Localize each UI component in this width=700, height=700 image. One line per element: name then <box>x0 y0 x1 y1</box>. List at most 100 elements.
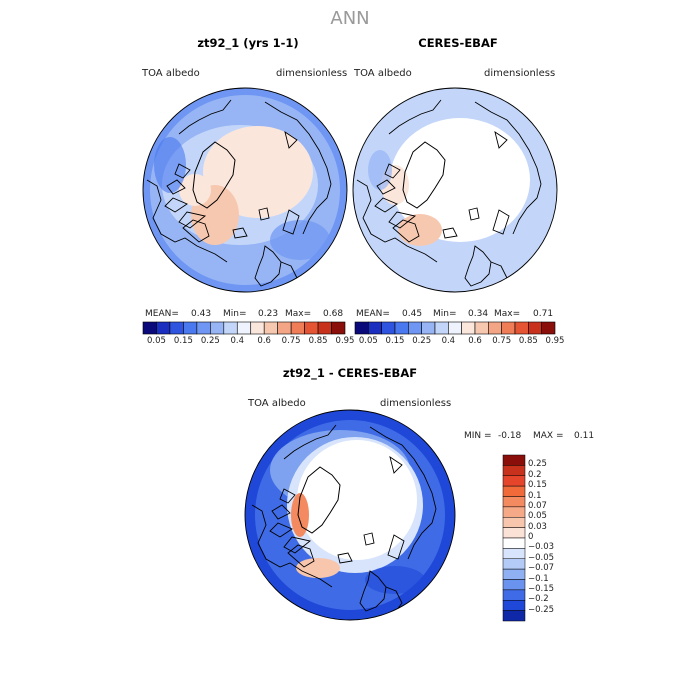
abs-colorbar-2-swatch <box>528 321 542 335</box>
map-1-boundary <box>142 87 348 293</box>
abs-colorbar-1-swatch <box>236 321 252 335</box>
abs-colorbar-1-swatch <box>304 321 319 335</box>
diff-colorbar-tick-label: −0.25 <box>528 604 555 615</box>
diff-colorbar-tick-label: 0.2 <box>528 469 542 480</box>
panel-1-mean: 0.43 <box>191 309 212 319</box>
diff-panel-variable: TOA albedo <box>248 398 306 409</box>
panel-1-min: 0.23 <box>258 309 279 319</box>
panel-1-max: 0.68 <box>323 309 344 319</box>
diff-colorbar-swatch <box>502 568 526 580</box>
abs-colorbar-1 <box>142 321 346 335</box>
diff-colorbar-swatch <box>502 475 526 487</box>
abs-colorbar-1-swatch <box>331 321 346 335</box>
abs-colorbar-2-swatch <box>408 321 422 335</box>
diff-colorbar <box>502 454 526 622</box>
diff-colorbar-swatch <box>502 537 526 549</box>
abs-colorbar-2-swatch <box>474 321 489 335</box>
diff-colorbar-tick-label: −0.1 <box>528 573 549 584</box>
abs-colorbar-1-tick-label: 0.05 <box>146 336 166 346</box>
abs-colorbar-1-swatch <box>142 321 157 335</box>
panel-2-min-label: Min= <box>433 309 457 319</box>
abs-colorbar-1-tick-label: 0.25 <box>200 336 220 346</box>
panel-1-min-label: Min= <box>223 309 247 319</box>
abs-colorbar-1-swatch <box>223 321 238 335</box>
panel-2-max-label: Max= <box>494 309 521 319</box>
diff-max-label: MAX = <box>533 431 564 441</box>
panel-2-title: CERES-EBAF <box>418 36 498 50</box>
abs-colorbar-2-tick-label: 0.15 <box>385 336 405 346</box>
diff-panel-title: zt92_1 - CERES-EBAF <box>282 366 418 380</box>
panel-2-max: 0.71 <box>533 309 554 319</box>
abs-colorbar-2-swatch <box>514 321 529 335</box>
abs-colorbar-1-tick-label: 0.85 <box>308 336 328 346</box>
diff-colorbar-swatch <box>502 558 526 570</box>
panel-2-min: 0.34 <box>468 309 489 319</box>
abs-colorbar-2 <box>354 321 556 335</box>
map-panel-2 <box>352 87 558 293</box>
abs-colorbar-2-swatch <box>501 321 516 335</box>
abs-colorbar-1-swatch <box>277 321 292 335</box>
diff-colorbar-swatch <box>502 600 526 611</box>
abs-colorbar-2-tick-label: 0.6 <box>468 336 482 346</box>
diff-colorbar-swatch <box>502 527 526 539</box>
abs-colorbar-2-tick-label: 0.75 <box>492 336 512 346</box>
diff-colorbar-swatch <box>502 548 526 559</box>
abs-colorbar-2-swatch <box>394 321 409 335</box>
diff-colorbar-swatch <box>502 589 526 601</box>
diff-colorbar-swatch <box>502 496 526 508</box>
panel-1-max-label: Max= <box>285 309 312 319</box>
map-panel-1 <box>142 87 348 293</box>
panel-2-variable: TOA albedo <box>354 68 412 79</box>
diff-colorbar-tick-label: −0.03 <box>528 542 555 553</box>
abs-colorbar-2-swatch <box>381 321 396 335</box>
abs-colorbar-1-swatch <box>210 321 225 335</box>
abs-colorbar-2-swatch <box>368 321 382 335</box>
diff-colorbar-tick-label: −0.07 <box>528 563 555 574</box>
abs-colorbar-2-tick-label: 0.95 <box>545 336 565 346</box>
diff-colorbar-swatch <box>502 579 526 591</box>
abs-colorbar-1-swatch <box>317 321 332 335</box>
abs-colorbar-1-swatch <box>250 321 265 335</box>
abs-colorbar-2-tick-label: 0.4 <box>441 336 456 346</box>
abs-colorbar-2-tick-label: 0.05 <box>358 336 378 346</box>
diff-colorbar-swatch <box>502 517 526 528</box>
diff-colorbar-tick-label: 0 <box>528 532 534 542</box>
abs-colorbar-1-swatch <box>290 321 305 335</box>
diff-colorbar-swatch <box>502 506 526 518</box>
abs-colorbar-1-tick-label: 0.95 <box>335 336 355 346</box>
abs-colorbar-1-tick-label: 0.4 <box>230 336 245 346</box>
diff-panel-units: dimensionless <box>380 398 452 409</box>
panel-1-title: zt92_1 (yrs 1-1) <box>197 36 299 50</box>
abs-colorbar-1-tick-label: 0.6 <box>257 336 271 346</box>
diff-colorbar-tick-label: −0.2 <box>528 594 549 605</box>
abs-colorbar-1-tick-label: 0.75 <box>281 336 301 346</box>
diff-colorbar-tick-label: 0.05 <box>528 511 547 522</box>
abs-colorbar-2-swatch <box>434 321 449 335</box>
panel-2-mean: 0.45 <box>402 309 423 319</box>
diff-colorbar-swatch <box>502 485 526 497</box>
abs-colorbar-2-tick-label: 0.25 <box>412 336 432 346</box>
diff-colorbar-tick-label: −0.05 <box>528 552 555 563</box>
map-2-boundary <box>352 87 558 293</box>
abs-colorbar-2-swatch <box>461 321 476 335</box>
abs-colorbar-2-swatch <box>421 321 436 335</box>
abs-colorbar-2-swatch <box>354 321 369 335</box>
diff-max: 0.11 <box>574 431 595 441</box>
abs-colorbar-1-tick-label: 0.15 <box>173 336 193 346</box>
diff-colorbar-swatch <box>502 465 526 476</box>
diff-colorbar-swatch <box>502 610 526 622</box>
diff-colorbar-tick-label: 0.07 <box>528 500 547 511</box>
abs-colorbar-1-swatch <box>196 321 211 335</box>
map-diff-panel <box>244 409 456 621</box>
abs-colorbar-2-tick-label: 0.85 <box>518 336 538 346</box>
panel-2-mean-label: MEAN= <box>356 309 390 319</box>
panel-1-variable: TOA albedo <box>142 68 200 79</box>
diff-colorbar-tick-label: 0.25 <box>528 459 547 470</box>
abs-colorbar-1-swatch <box>169 321 184 335</box>
diff-colorbar-swatch <box>502 454 526 466</box>
abs-colorbar-2-swatch <box>488 321 502 335</box>
diff-colorbar-tick-label: −0.15 <box>528 583 555 594</box>
figure-title: ANN <box>330 8 370 29</box>
